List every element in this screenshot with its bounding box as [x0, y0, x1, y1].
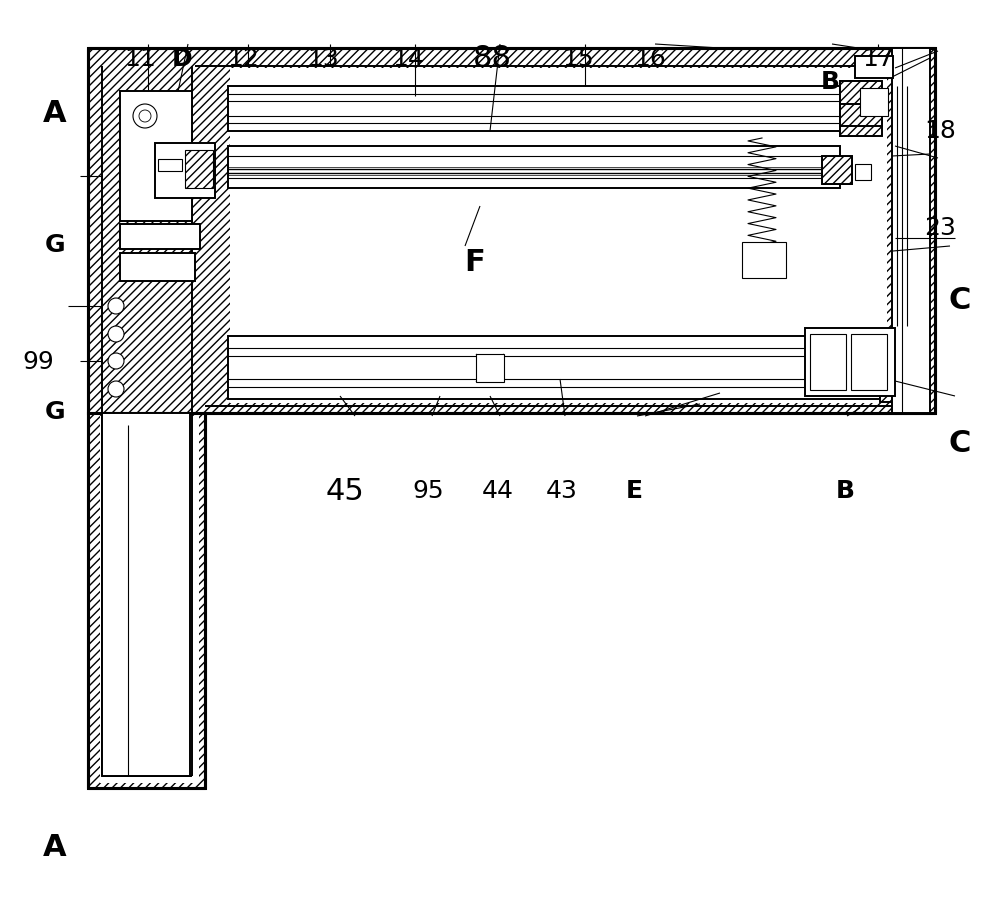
Circle shape — [108, 381, 124, 397]
Bar — [855, 164, 871, 180]
Bar — [851, 334, 887, 390]
Text: 15: 15 — [562, 47, 594, 71]
Text: B: B — [836, 479, 854, 503]
Bar — [155, 143, 215, 198]
Text: 11: 11 — [124, 47, 156, 71]
Bar — [840, 81, 875, 136]
Text: 88: 88 — [473, 44, 512, 73]
Bar — [810, 334, 846, 390]
Bar — [742, 242, 786, 278]
Bar — [880, 333, 908, 402]
Bar — [158, 159, 182, 171]
Text: 95: 95 — [412, 479, 444, 503]
Text: A: A — [43, 833, 67, 862]
Bar — [88, 48, 935, 413]
Text: F: F — [465, 248, 485, 277]
Bar — [822, 156, 852, 184]
Text: 12: 12 — [227, 47, 259, 71]
Text: A: A — [43, 99, 67, 128]
Text: 44: 44 — [482, 479, 514, 503]
Text: 23: 23 — [924, 217, 956, 240]
Circle shape — [139, 110, 151, 122]
Bar — [228, 146, 840, 188]
Bar — [840, 81, 882, 136]
Circle shape — [108, 326, 124, 342]
Circle shape — [133, 104, 157, 128]
Text: B: B — [820, 70, 840, 93]
Text: 45: 45 — [326, 477, 364, 506]
Bar — [100, 416, 199, 783]
Text: G: G — [45, 233, 65, 256]
Circle shape — [108, 353, 124, 369]
Text: C: C — [949, 429, 971, 458]
Text: C: C — [949, 286, 971, 315]
Bar — [892, 48, 930, 413]
Text: 13: 13 — [307, 47, 339, 71]
Text: E: E — [626, 479, 642, 503]
Bar — [120, 91, 192, 221]
Bar — [822, 156, 852, 184]
Bar — [120, 224, 200, 249]
Text: 18: 18 — [924, 120, 956, 143]
Bar — [230, 68, 887, 403]
Bar — [860, 88, 888, 116]
Bar — [476, 354, 504, 382]
Text: 99: 99 — [22, 351, 54, 374]
Text: 17: 17 — [862, 47, 894, 71]
Bar — [840, 104, 882, 126]
Text: 16: 16 — [634, 47, 666, 71]
Bar — [855, 56, 893, 78]
Bar — [102, 413, 190, 776]
Circle shape — [108, 298, 124, 314]
Text: 43: 43 — [546, 479, 578, 503]
Bar — [88, 413, 205, 788]
Text: 14: 14 — [392, 47, 424, 71]
Bar — [185, 150, 213, 188]
Bar — [805, 328, 895, 396]
Bar — [120, 253, 195, 281]
Text: D: D — [172, 47, 192, 71]
Text: G: G — [45, 400, 65, 424]
Bar — [228, 336, 880, 399]
Bar — [228, 86, 840, 131]
